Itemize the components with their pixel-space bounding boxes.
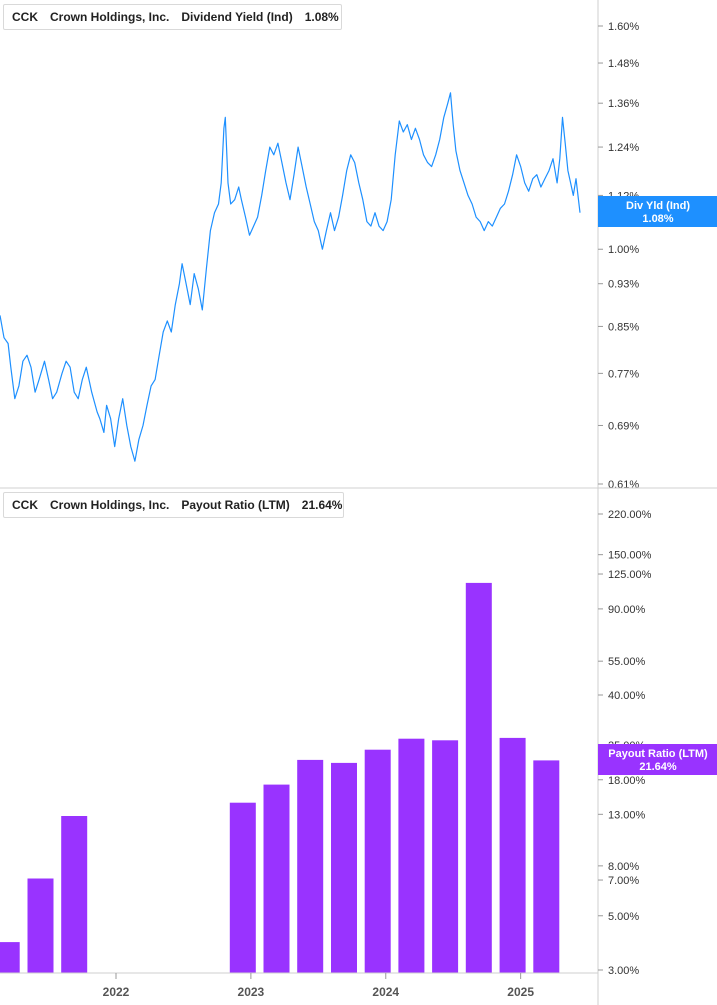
legend-metric: Payout Ratio (LTM) [181, 498, 290, 512]
dividend-yield-legend: CCK Crown Holdings, Inc. Dividend Yield … [3, 4, 342, 30]
y-tick-label: 8.00% [608, 861, 639, 873]
x-axis: 2022 2023 2024 2025 [0, 972, 598, 999]
payout-bar [364, 749, 391, 973]
x-tick-label: 2023 [238, 985, 265, 999]
payout-bar [499, 737, 526, 973]
tag-value: 1.08% [642, 213, 673, 225]
y-tick-label: 0.77% [608, 368, 639, 380]
payout-ratio-legend: CCK Crown Holdings, Inc. Payout Ratio (L… [3, 492, 344, 518]
payout-bar [27, 878, 54, 973]
y-tick-label: 3.00% [608, 965, 639, 977]
y-tick-label: 1.24% [608, 142, 639, 154]
y-tick-label: 13.00% [608, 809, 646, 821]
legend-metric: Dividend Yield (Ind) [181, 10, 293, 24]
tag-value: 21.64% [639, 761, 677, 773]
y-tick-label: 7.00% [608, 875, 639, 887]
tag-background [598, 196, 717, 227]
y-tick-label: 0.61% [608, 479, 639, 491]
payout-bar [533, 760, 560, 973]
legend-value: 21.64% [301, 498, 343, 512]
x-tick-label: 2025 [507, 985, 534, 999]
y-tick-label: 220.00% [608, 509, 652, 521]
tag-background [598, 744, 717, 775]
payout-bar [297, 759, 324, 973]
y-tick-label: 125.00% [608, 569, 652, 581]
legend-ticker: CCK [12, 498, 38, 512]
y-tick-label: 18.00% [608, 775, 646, 787]
x-tick-label: 2022 [103, 985, 130, 999]
last-value-tags: Div Yld (Ind)1.08% Payout Ratio (LTM)21.6… [598, 196, 717, 775]
y-tick-label: 150.00% [608, 550, 652, 562]
legend-value: 1.08% [304, 10, 339, 24]
payout-bar [331, 762, 357, 973]
y-tick-label: 0.69% [608, 420, 639, 432]
dividend-yield-plot [0, 92, 581, 462]
y-tick-label: 0.93% [608, 279, 639, 291]
x-tick-label: 2024 [372, 985, 399, 999]
payout-ratio-tag: Payout Ratio (LTM)21.64% [598, 744, 717, 775]
y-tick-label: 40.00% [608, 690, 646, 702]
payout-bar [263, 784, 290, 973]
y-tick-label: 1.48% [608, 58, 639, 70]
payout-bar [61, 816, 88, 973]
payout-bar [0, 942, 20, 973]
payout-ratio-plot [0, 582, 560, 973]
tag-label: Div Yld (Ind) [626, 200, 690, 212]
payout-bar [465, 582, 492, 973]
y-tick-label: 1.00% [608, 244, 639, 256]
tag-label: Payout Ratio (LTM) [608, 748, 708, 760]
y-tick-label: 0.85% [608, 321, 639, 333]
y-tick-label: 1.36% [608, 98, 639, 110]
y-tick-label: 90.00% [608, 604, 646, 616]
y-tick-label: 1.60% [608, 21, 639, 33]
legend-company: Crown Holdings, Inc. [50, 10, 170, 24]
payout-bar [398, 738, 425, 973]
legend-ticker: CCK [12, 10, 38, 24]
payout-bar [229, 802, 256, 973]
legend-company: Crown Holdings, Inc. [50, 498, 170, 512]
y-tick-label: 55.00% [608, 656, 646, 668]
payout-bar [432, 740, 459, 973]
dividend-yield-line [0, 92, 581, 462]
dividend-yield-axis: 1.60%1.48%1.36%1.24%1.12%1.00%0.93%0.85%… [0, 0, 717, 491]
dividend-yield-tag: Div Yld (Ind)1.08% [598, 196, 717, 227]
y-tick-label: 5.00% [608, 911, 639, 923]
